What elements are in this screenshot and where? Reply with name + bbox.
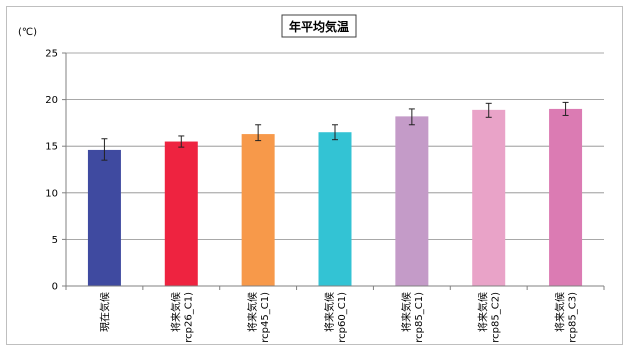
- x-tick-label: rcp45_C1): [260, 292, 271, 343]
- bar: [87, 149, 121, 286]
- chart-title-box: [281, 14, 357, 38]
- x-tick-label: rcp85_C2): [491, 292, 502, 343]
- x-tick-label: rcp26_C1): [183, 292, 194, 343]
- x-tick-label: 将来気候: [246, 292, 259, 332]
- y-tick-labels: 0 5 10 15 20 25: [45, 49, 58, 293]
- x-tick-label: 現在気候: [98, 292, 111, 332]
- x-tick-label: 将来気候: [554, 292, 567, 332]
- y-tick-label: 20: [45, 95, 58, 106]
- x-tick-label: 将来気候: [400, 292, 413, 332]
- y-tick-label: 5: [52, 235, 58, 246]
- bar: [395, 116, 429, 286]
- x-tick-label: rcp85_C3): [568, 292, 579, 343]
- bar: [241, 134, 275, 286]
- y-axis-unit: (℃): [18, 27, 37, 38]
- bars: [87, 108, 583, 287]
- bar: [164, 141, 198, 286]
- y-tick-label: 10: [45, 188, 58, 199]
- x-tick-label: rcp85_C1): [414, 292, 425, 343]
- error-bars: [101, 101, 569, 161]
- chart-title-text: 年平均気温: [289, 19, 349, 34]
- axes: [62, 52, 605, 290]
- chart-title: 年平均気温: [281, 14, 357, 38]
- bar: [549, 108, 583, 286]
- x-tick-label: 将来気候: [169, 292, 182, 332]
- x-tick-label: 将来気候: [323, 292, 336, 332]
- y-tick-label: 15: [45, 142, 58, 153]
- x-tick-labels: 現在気候 将来気候 rcp26_C1) 将来気候 rcp45_C1) 将来気候 rcp60_…: [98, 292, 578, 343]
- bar: [318, 132, 352, 286]
- x-tick-label: rcp60_C1): [337, 292, 348, 343]
- y-tick-label: 0: [52, 282, 58, 293]
- x-tick-label: 将来気候: [477, 292, 490, 332]
- bar: [472, 109, 506, 287]
- y-tick-label: 25: [45, 49, 58, 60]
